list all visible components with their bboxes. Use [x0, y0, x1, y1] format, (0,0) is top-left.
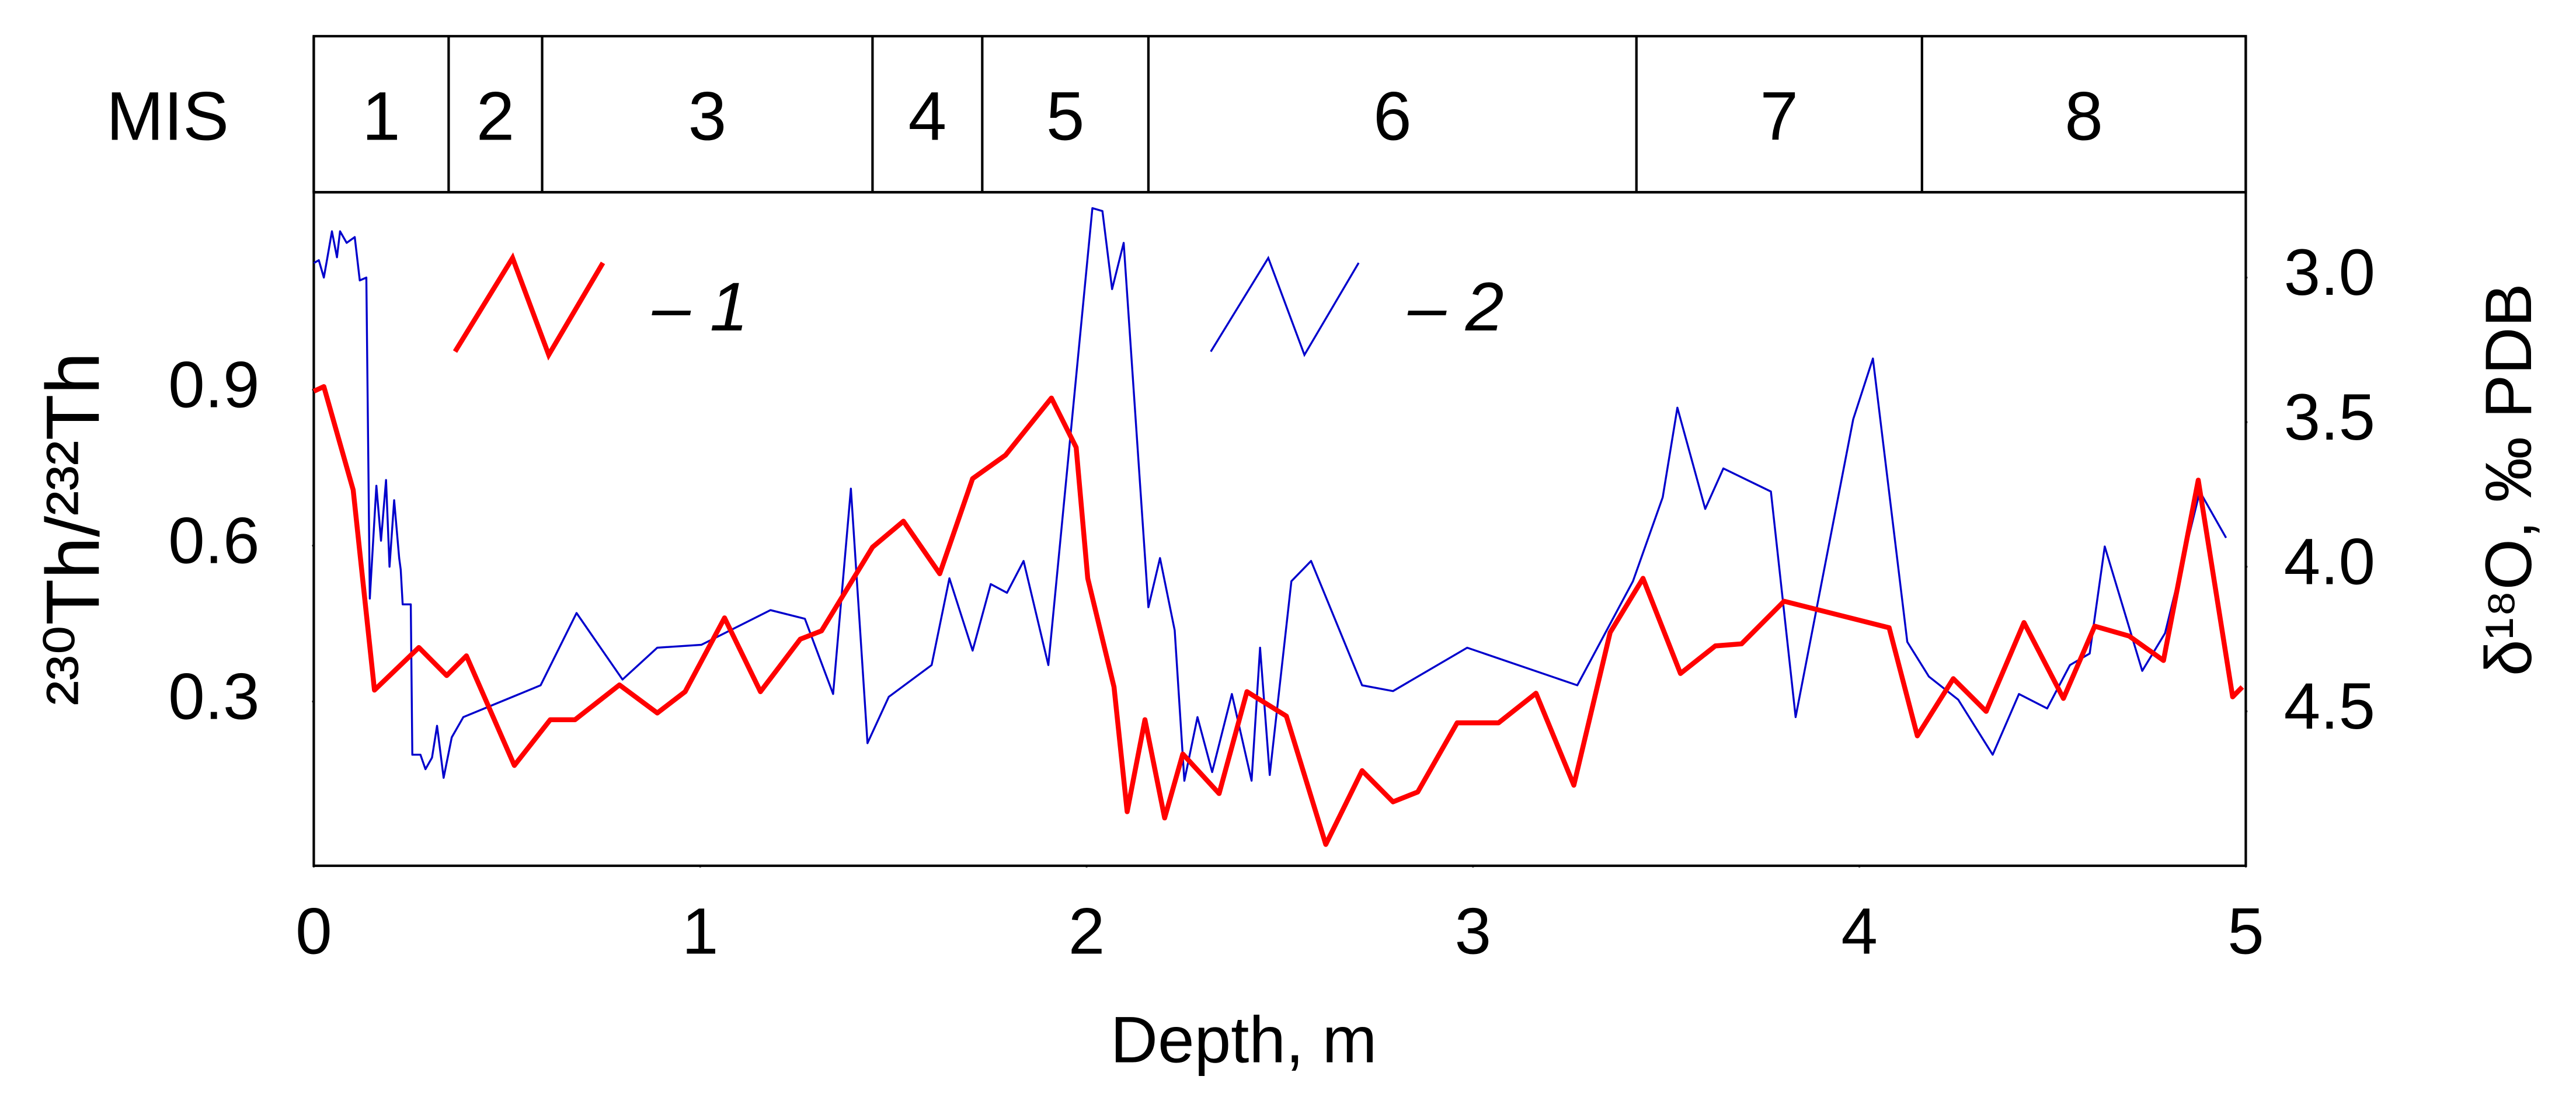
legend-swatch — [452, 252, 605, 361]
mis-stage-label: 4 — [908, 78, 947, 155]
mis-label: MIS — [106, 78, 229, 155]
y-tick-label: 0.9 — [168, 347, 259, 421]
x-tick-label: 2 — [1068, 894, 1105, 968]
mis-stage-label: 6 — [1373, 78, 1412, 155]
x-tick-label: 4 — [1841, 894, 1878, 968]
y2-tick-label: 3.0 — [2284, 235, 2375, 309]
x-axis-label: Depth, m — [1111, 1002, 1377, 1076]
mis-stage-label: 1 — [362, 78, 401, 155]
plot-frame — [312, 191, 2247, 868]
x-tick-label: 0 — [295, 894, 332, 968]
legend-swatch — [1210, 256, 1360, 357]
y2-axis-label: δ¹⁸O, ‰ PDB — [2471, 283, 2545, 676]
y2-tick-label: 4.5 — [2284, 669, 2375, 743]
mis-stage-label: 7 — [1760, 78, 1798, 155]
y-tick-label: 0.6 — [168, 503, 259, 577]
data-line — [312, 384, 2244, 847]
mis-stage-label: 8 — [2065, 78, 2103, 155]
mis-frame — [312, 34, 2247, 194]
x-tick-label: 5 — [2227, 894, 2264, 968]
y-axis-label: ²³⁰Th/²³²Th — [31, 352, 115, 705]
x-tick-label: 1 — [682, 894, 719, 968]
y2-tick-label: 3.5 — [2284, 380, 2375, 454]
mis-stage-label: 2 — [476, 78, 515, 155]
x-tick-label: 3 — [1455, 894, 1492, 968]
y-tick-label: 0.3 — [168, 659, 259, 733]
legend-label: – 1 — [652, 269, 748, 346]
mis-stage-label: 3 — [688, 78, 727, 155]
mis-stage-label: 5 — [1046, 78, 1085, 155]
y2-tick-label: 4.0 — [2284, 524, 2375, 598]
data-line — [313, 207, 2227, 782]
legend-label: – 2 — [1407, 269, 1503, 346]
